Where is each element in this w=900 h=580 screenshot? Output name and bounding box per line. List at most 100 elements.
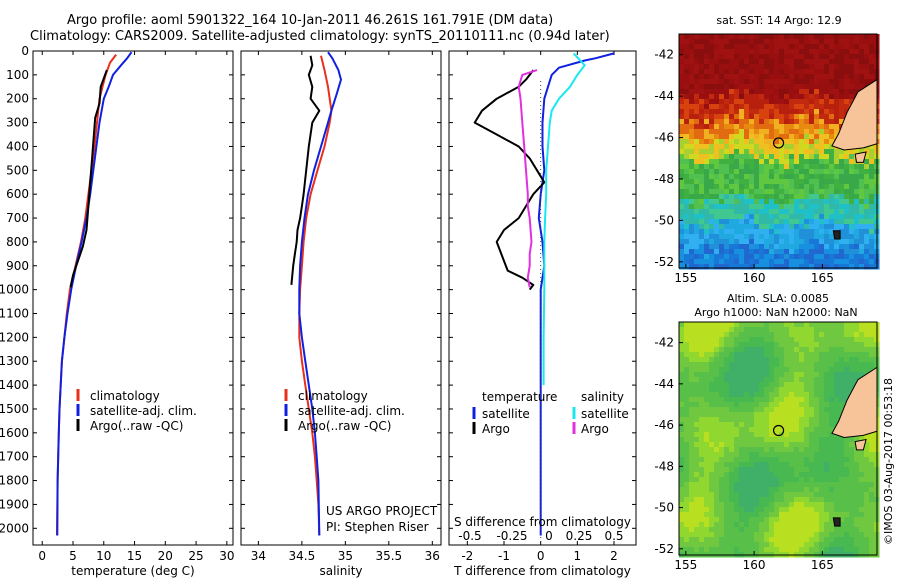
- map-cell: [759, 447, 765, 453]
- map-cell: [684, 337, 690, 343]
- map-cell: [714, 249, 720, 255]
- map-cell: [699, 482, 705, 488]
- map-cell: [779, 214, 785, 220]
- map-cell: [774, 59, 780, 65]
- map-cell: [689, 462, 695, 468]
- map-cell: [739, 109, 745, 115]
- map-cell: [754, 189, 760, 195]
- map-cell: [694, 139, 700, 145]
- map-cell: [724, 139, 730, 145]
- map-cell: [839, 447, 845, 453]
- map-cell: [804, 114, 810, 120]
- map-cell: [704, 507, 710, 513]
- map-cell: [729, 532, 735, 538]
- map-cell: [679, 99, 685, 105]
- map-cell: [784, 54, 790, 60]
- map-cell: [804, 89, 810, 95]
- map-cell: [729, 522, 735, 528]
- map-cell: [779, 224, 785, 230]
- map-cell: [789, 322, 795, 328]
- map-cell: [799, 114, 805, 120]
- map-cell: [799, 342, 805, 348]
- map-cell: [679, 372, 685, 378]
- map-cell: [779, 467, 785, 473]
- map-cell: [834, 512, 840, 518]
- map-cell: [784, 457, 790, 463]
- map-cell: [684, 174, 690, 180]
- map-cell: [864, 74, 870, 80]
- y-tick-label: 1500: [0, 402, 29, 416]
- map-cell: [809, 367, 815, 373]
- map-cell: [719, 422, 725, 428]
- legend-label: satellite-adj. clim.: [298, 404, 405, 418]
- map-cell: [729, 169, 735, 175]
- map-cell: [734, 129, 740, 135]
- map-cell: [709, 502, 715, 508]
- map-cell: [779, 239, 785, 245]
- map-cell: [704, 502, 710, 508]
- map-cell: [719, 487, 725, 493]
- map-cell: [809, 437, 815, 443]
- map-cell: [754, 134, 760, 140]
- map-cell: [694, 164, 700, 170]
- map-cell: [864, 452, 870, 458]
- map-cell: [689, 517, 695, 523]
- map-cell: [694, 442, 700, 448]
- map-cell: [759, 154, 765, 160]
- map-cell: [679, 517, 685, 523]
- map-cell: [769, 264, 775, 270]
- map-cell: [689, 139, 695, 145]
- map-cell: [689, 457, 695, 463]
- map-cell: [819, 204, 825, 210]
- map-cell: [819, 492, 825, 498]
- panel-1: 34 34.5 35 35.5 36salinityclimatologysatelli…: [240, 50, 442, 578]
- map-cell: [684, 407, 690, 413]
- map-cell: [689, 94, 695, 100]
- map-cell: [744, 239, 750, 245]
- map-cell: [739, 244, 745, 250]
- map-cell: [704, 357, 710, 363]
- map-cell: [689, 487, 695, 493]
- map-cell: [719, 352, 725, 358]
- map-cell: [869, 149, 875, 155]
- map-cell: [689, 59, 695, 65]
- map-cell: [709, 184, 715, 190]
- map-cell: [689, 472, 695, 478]
- map-cell: [789, 129, 795, 135]
- map-cell: [824, 64, 830, 70]
- map-cell: [789, 109, 795, 115]
- map-cell: [704, 417, 710, 423]
- map-cell: [754, 249, 760, 255]
- map-cell: [719, 472, 725, 478]
- map-cell: [779, 522, 785, 528]
- map-cell: [769, 522, 775, 528]
- map-cell: [744, 54, 750, 60]
- map-cell: [839, 452, 845, 458]
- map-cell: [694, 482, 700, 488]
- map-cell: [779, 59, 785, 65]
- map-cell: [789, 239, 795, 245]
- map-cell: [799, 109, 805, 115]
- map-cell: [784, 234, 790, 240]
- map-cell: [709, 89, 715, 95]
- map-cell: [699, 327, 705, 333]
- map-cell: [784, 164, 790, 170]
- map-cell: [829, 527, 835, 533]
- map-cell: [744, 497, 750, 503]
- map-cell: [744, 129, 750, 135]
- map-cell: [814, 392, 820, 398]
- map-cell: [819, 437, 825, 443]
- series-line-argo-raw-qc-: [290, 55, 321, 285]
- map-cell: [824, 482, 830, 488]
- map-cell: [714, 44, 720, 50]
- map-cell: [689, 214, 695, 220]
- map-cell: [864, 209, 870, 215]
- map-cell: [809, 119, 815, 125]
- map-cell: [744, 457, 750, 463]
- map-cell: [779, 362, 785, 368]
- map-cell: [829, 119, 835, 125]
- map-cell: [714, 392, 720, 398]
- map-cell: [834, 244, 840, 250]
- map-cell: [689, 254, 695, 260]
- map-cell: [744, 44, 750, 50]
